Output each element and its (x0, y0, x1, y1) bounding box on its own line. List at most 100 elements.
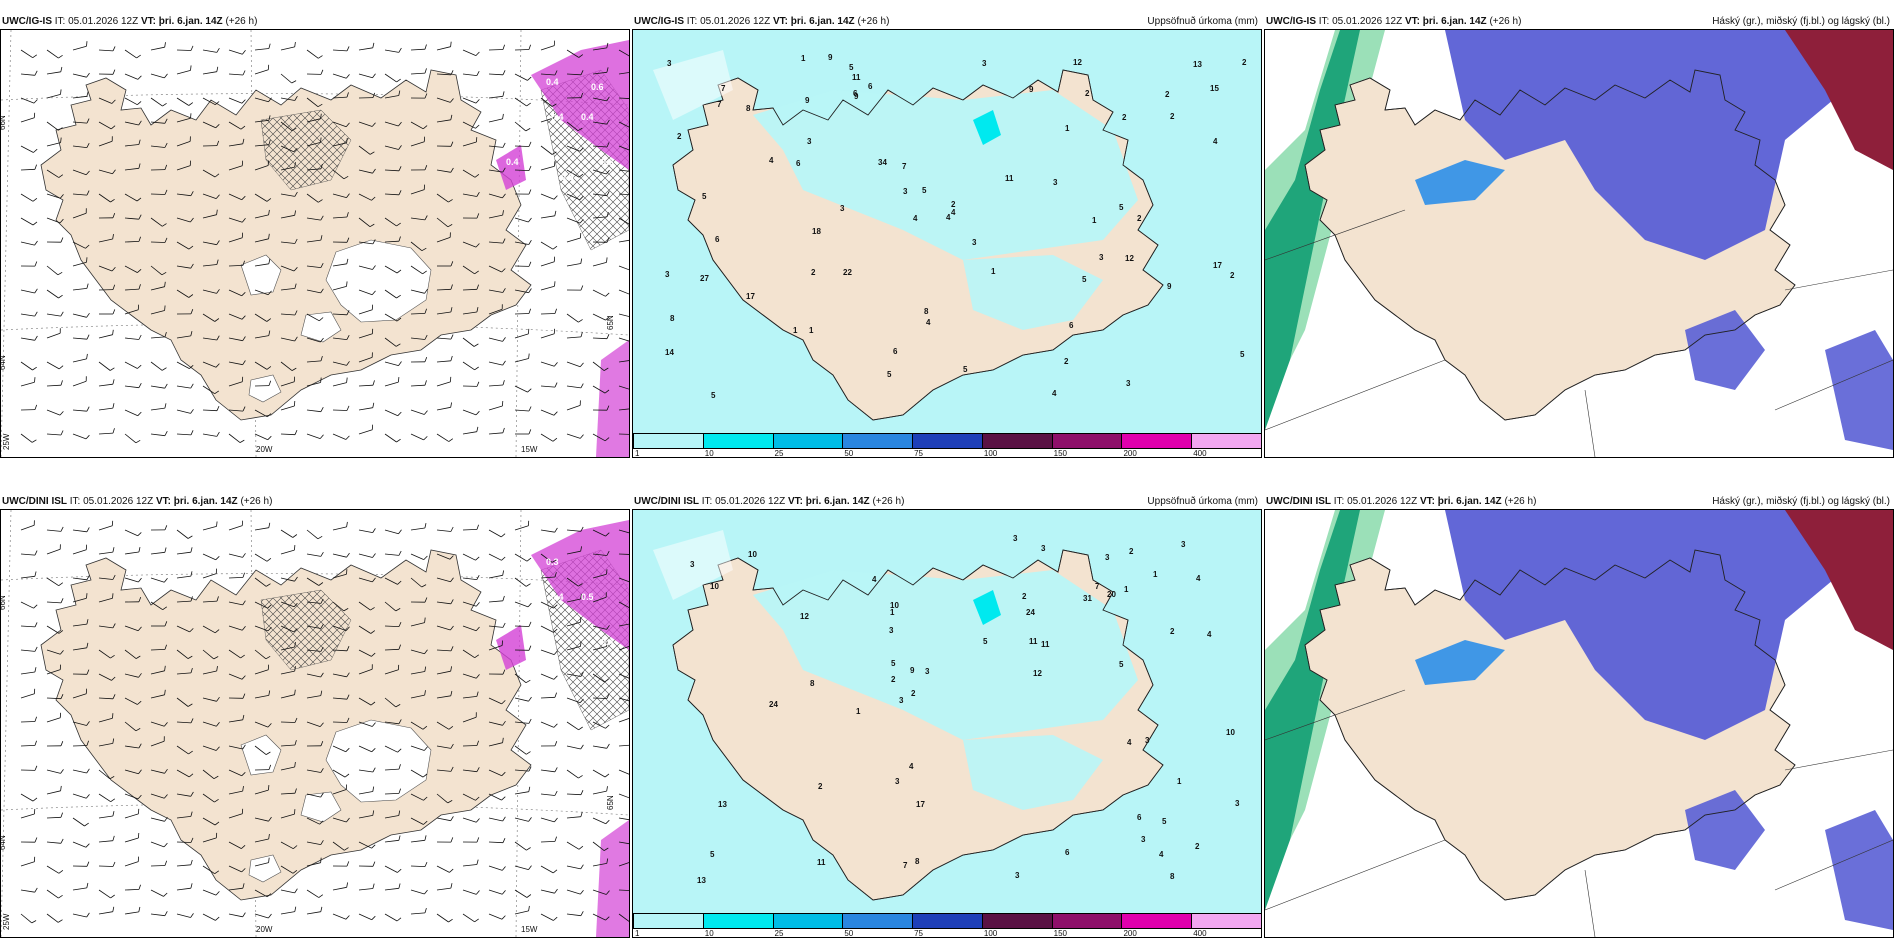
precip-value: 7 (721, 84, 726, 93)
precip-value: 18 (812, 227, 821, 236)
init-time-value: 05.01.2026 12Z (1347, 496, 1418, 507)
colorbar-swatch (1191, 433, 1261, 449)
hatched-area (260, 109, 352, 191)
colorbar-swatch (1051, 433, 1123, 449)
precip-value: 6 (1137, 813, 1142, 822)
precip-value: 1 (1065, 124, 1070, 133)
contour-label: 0.4 (551, 592, 564, 602)
colorbar-tick: 75 (914, 449, 924, 458)
valid-time-value: þri. 6.jan. 14Z (790, 16, 855, 27)
precip-value: 22 (843, 268, 852, 277)
precip-value: 2 (1170, 112, 1175, 121)
model-name: UWC/DINI ISL (1266, 496, 1331, 507)
wind-barbs (20, 520, 629, 924)
precip-value: 2 (1022, 592, 1027, 601)
low-cloud (1685, 790, 1765, 870)
precip-value: 7 (717, 100, 722, 109)
precip-value: 5 (963, 365, 968, 374)
axis-label: 66N (1, 115, 7, 130)
map-frame (1264, 509, 1894, 938)
precip-value: 1 (793, 326, 798, 335)
colorbar-swatch (1121, 913, 1193, 929)
glacier (325, 719, 432, 803)
precip-value: 3 (1041, 544, 1046, 553)
panel-cloud-ig: UWC/IG-IS IT: 05.01.2026 12Z VT: þri. 6.… (1264, 10, 1894, 458)
precip-value: 11 (852, 73, 861, 82)
precip-value: 31 (1083, 594, 1092, 603)
precip-value: 5 (922, 186, 927, 195)
precip-value: 4 (926, 318, 931, 327)
panel-header: UWC/DINI ISL IT: 05.01.2026 12Z VT: þri.… (2, 496, 272, 507)
map-frame: 3 3 4 3 5 24 31 13 10 17 20 12 4 2 11 3 7 10 24 13 8 7 6 5 4 3 2 1 2… (632, 509, 1262, 938)
precip-value: 5 (710, 850, 715, 859)
precip-value: 4 (769, 156, 774, 165)
graticule (1265, 209, 1893, 457)
coastline (672, 549, 1164, 901)
precip-value: 5 (711, 391, 716, 400)
map-canvas: 33 43524311310172012421137102413876543212… (633, 510, 1261, 913)
field-title: Háský (gr.), miðský (fj.bl.) og lágský (… (1712, 16, 1890, 27)
precip-value: 6 (893, 347, 898, 356)
lead-time: (+26 h) (1489, 16, 1522, 27)
mid-cloud (1415, 640, 1505, 685)
model-name: UWC/IG-IS (634, 16, 684, 27)
low-cloud (1445, 30, 1845, 260)
map-frame (1264, 29, 1894, 458)
colorbar-swatch (981, 433, 1053, 449)
glacier (240, 734, 282, 776)
contour-label: 0.4 (506, 157, 519, 167)
precip-value: 3 (889, 626, 894, 635)
contour-label: 0.8 (601, 157, 614, 167)
colorbar-tick: 400 (1193, 929, 1207, 938)
precip-value: 11 (1005, 174, 1014, 183)
glacier (248, 854, 282, 883)
precip-value: 3 (665, 270, 670, 279)
panel-header: UWC/IG-IS IT: 05.01.2026 12Z VT: þri. 6.… (634, 16, 889, 27)
precip-value: 12 (800, 612, 809, 621)
colorbar-swatch (1191, 913, 1261, 929)
precip-value: 5 (887, 370, 892, 379)
contour-label: 0.5 (561, 172, 574, 182)
precip-value: 2 (677, 132, 682, 141)
precip-value: 1 (856, 707, 861, 716)
precip-value: 2 (1165, 90, 1170, 99)
axis-label: 15W (521, 445, 538, 454)
precip-area (753, 570, 1138, 740)
init-time-label: IT: (69, 496, 81, 507)
precip-value: 6 (1069, 321, 1074, 330)
colorbar: 1 10 25 50 75 100 150 200 400 (633, 433, 1261, 457)
precip-value: 3 (1013, 534, 1018, 543)
precip-value: 4 (872, 575, 877, 584)
init-time-value: 05.01.2026 12Z (715, 496, 786, 507)
contour-label: 0.4 (551, 112, 564, 122)
valid-time-value: þri. 6.jan. 14Z (805, 496, 870, 507)
valid-time-value: þri. 6.jan. 14Z (173, 496, 238, 507)
axis-label: 64N (1, 835, 7, 850)
precip-value: 2 (891, 675, 896, 684)
precip-value: 12 (1033, 669, 1042, 678)
init-time-value: 05.01.2026 12Z (83, 496, 154, 507)
valid-time-label: VT: (155, 496, 171, 507)
colorbar-tick: 400 (1193, 449, 1207, 458)
precip-value: 3 (807, 137, 812, 146)
precip-value: 17 (746, 292, 755, 301)
model-name: UWC/IG-IS (2, 16, 52, 27)
precip-value: 7 (902, 162, 907, 171)
precip-value: 12 (1125, 254, 1134, 263)
precip-value: 6 (853, 89, 858, 98)
precip-value: 1 (1124, 585, 1129, 594)
precip-value: 10 (748, 550, 757, 559)
precip-value: 9 (1167, 282, 1172, 291)
init-time-value: 05.01.2026 12Z (700, 16, 771, 27)
precip-value: 13 (718, 800, 727, 809)
precip-value: 27 (700, 274, 709, 283)
colorbar-tick: 50 (844, 449, 854, 458)
panel-header: UWC/IG-IS IT: 05.01.2026 12Z VT: þri. 6.… (1266, 16, 1521, 27)
panel-header: UWC/IG-IS IT: 05.01.2026 12Z VT: þri. 6.… (2, 16, 257, 27)
precip-value: 4 (1196, 574, 1201, 583)
lead-time: (+26 h) (225, 16, 258, 27)
valid-time-value: þri. 6.jan. 14Z (1422, 16, 1487, 27)
precip-value: 4 (946, 213, 951, 222)
valid-time-value: þri. 6.jan. 14Z (158, 16, 223, 27)
colorbar-swatch (842, 433, 914, 449)
